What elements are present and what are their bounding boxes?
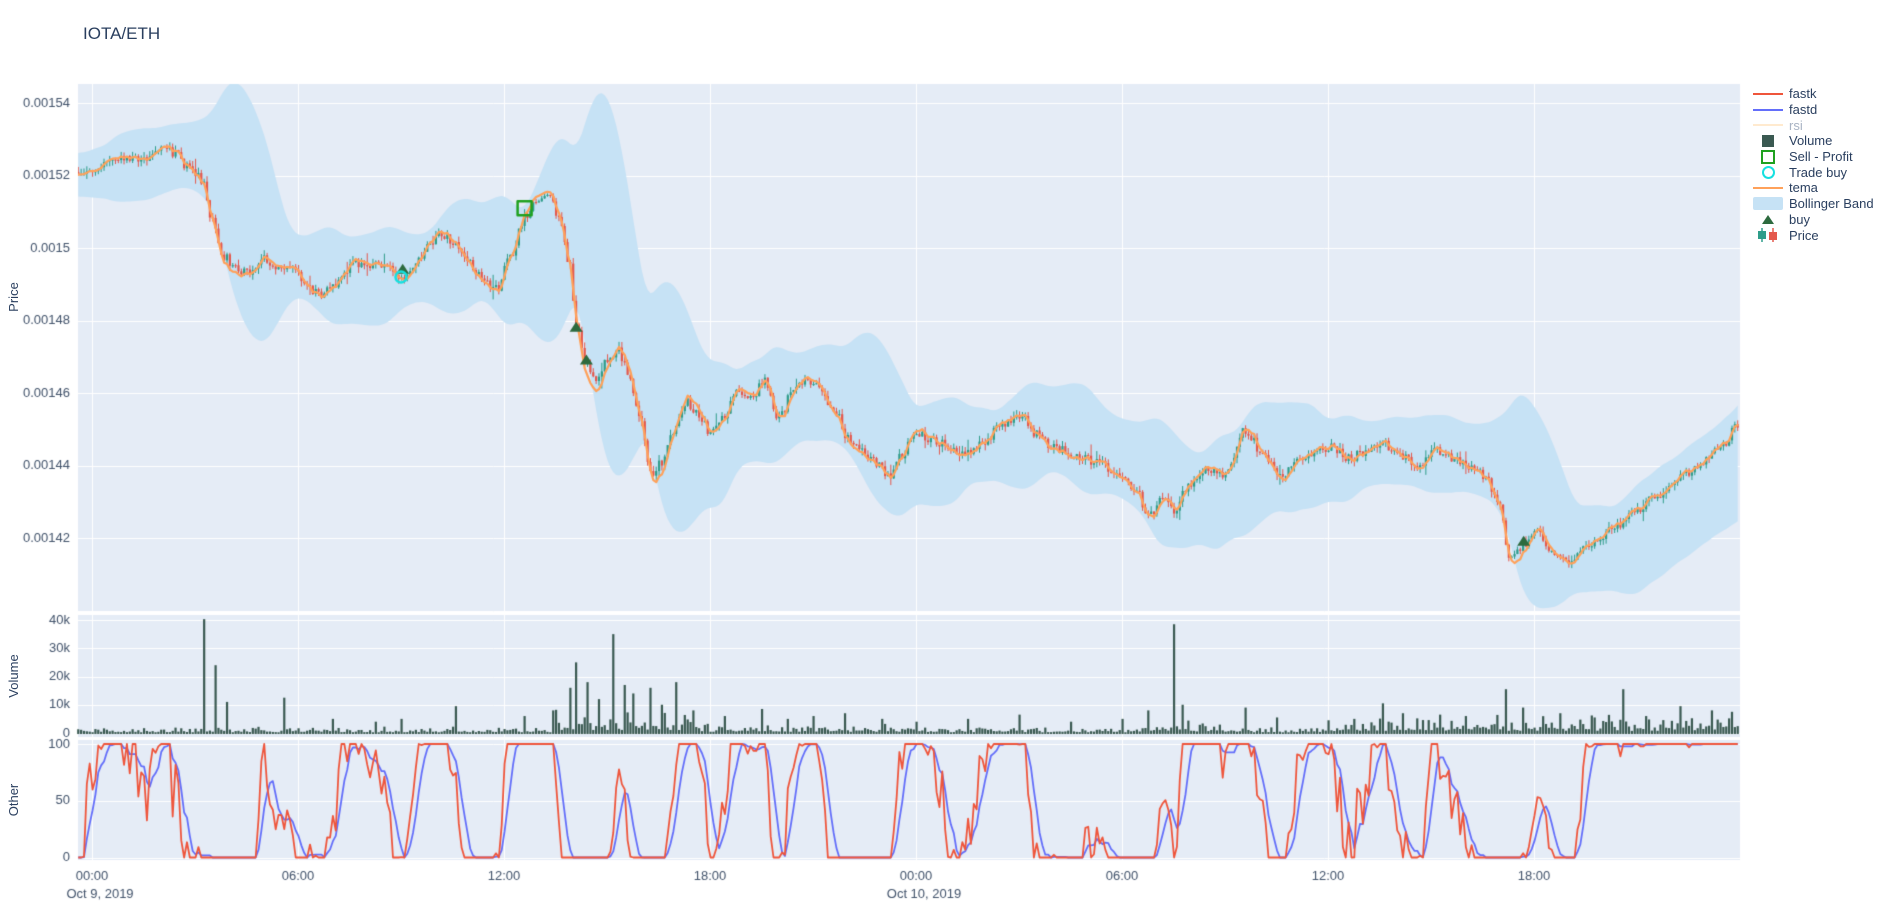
trade-buy-legend-glyph <box>1752 165 1784 179</box>
legend-item-sell-profit[interactable]: Sell - Profit <box>1752 149 1874 165</box>
bollinger-legend-glyph <box>1752 197 1784 211</box>
legend-item-volume[interactable]: Volume <box>1752 133 1874 149</box>
fastd-legend-glyph <box>1752 108 1784 111</box>
volume-axis-title: Volume <box>6 654 21 698</box>
legend-label-buy: buy <box>1789 211 1810 227</box>
price-legend-glyph <box>1752 227 1784 243</box>
legend-label-tema: tema <box>1789 180 1818 196</box>
tema-legend-glyph <box>1752 186 1784 189</box>
legend-item-rsi[interactable]: rsi <box>1752 117 1874 133</box>
sell-profit-legend-glyph <box>1752 149 1784 164</box>
rsi-legend-glyph <box>1752 124 1784 127</box>
legend-item-fastk[interactable]: fastk <box>1752 86 1874 102</box>
legend-item-fastd[interactable]: fastd <box>1752 102 1874 118</box>
legend-label-bollinger: Bollinger Band <box>1789 196 1874 212</box>
legend-label-price: Price <box>1789 227 1819 243</box>
legend-item-tema[interactable]: tema <box>1752 180 1874 196</box>
volume-legend-glyph <box>1752 134 1784 147</box>
buy-legend-glyph <box>1752 214 1784 224</box>
price-axis-title: Price <box>6 282 21 312</box>
fastk-legend-glyph <box>1752 92 1784 95</box>
legend-label-volume: Volume <box>1789 133 1833 149</box>
legend-item-bollinger[interactable]: Bollinger Band <box>1752 196 1874 212</box>
legend-label-rsi: rsi <box>1789 117 1803 133</box>
legend-label-sell-profit: Sell - Profit <box>1789 149 1853 165</box>
legend: fastk fastd rsi Volume Sell - Profit Trade bu… <box>1752 86 1874 243</box>
legend-item-price[interactable]: Price <box>1752 227 1874 243</box>
legend-item-trade-buy[interactable]: Trade buy <box>1752 164 1874 180</box>
legend-item-buy[interactable]: buy <box>1752 212 1874 228</box>
legend-label-trade-buy: Trade buy <box>1789 164 1848 180</box>
chart-title: IOTA/ETH <box>83 24 161 43</box>
legend-label-fastd: fastd <box>1789 102 1818 118</box>
legend-label-fastk: fastk <box>1789 86 1817 102</box>
other-axis-title: Other <box>6 783 21 817</box>
